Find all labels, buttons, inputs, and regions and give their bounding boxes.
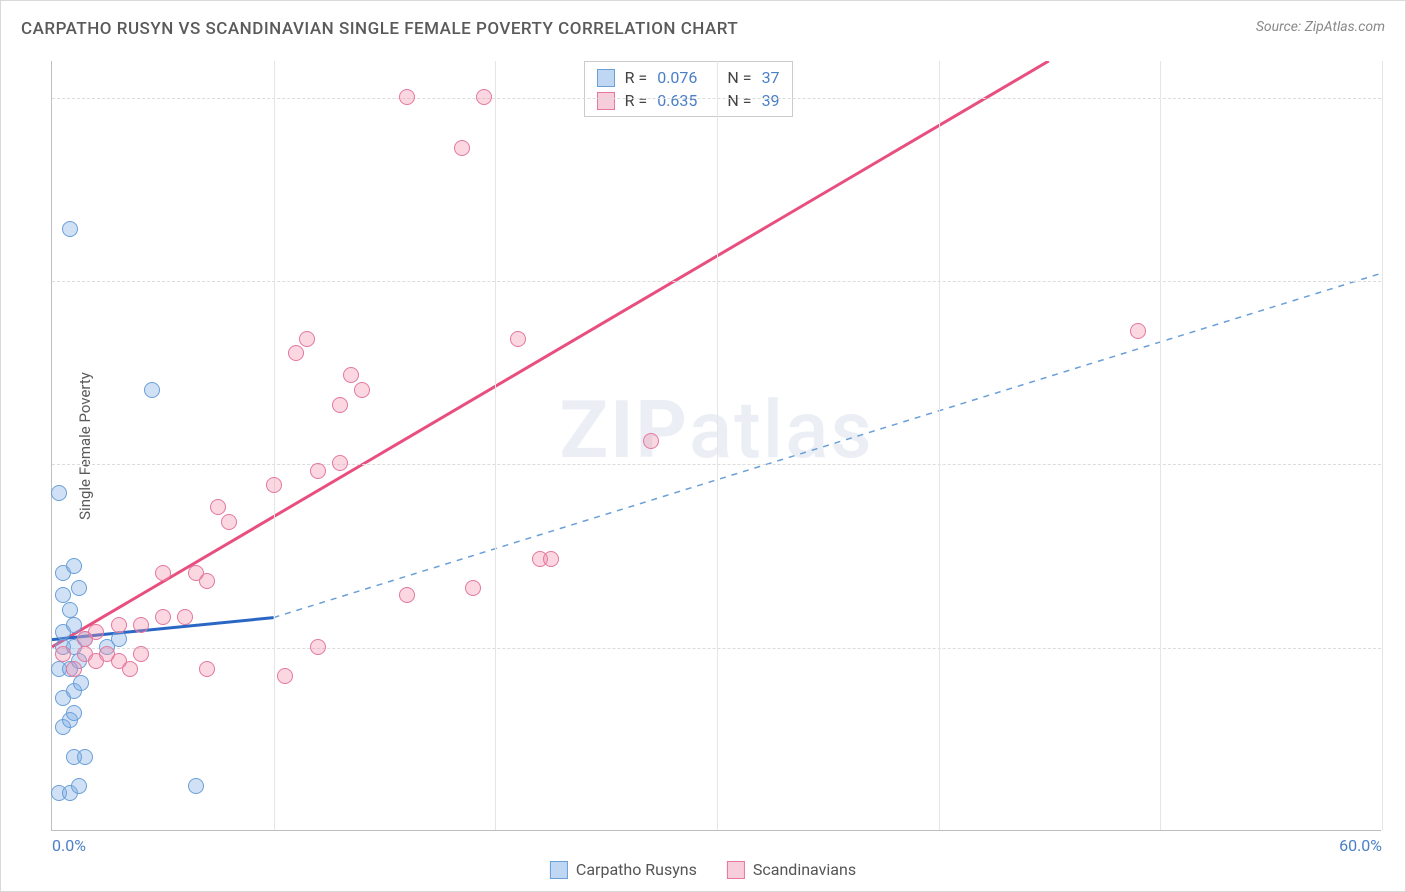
gridline-v [495,61,496,830]
gridline-v [717,61,718,830]
data-point [62,221,78,237]
data-point [111,617,127,633]
data-point [155,609,171,625]
gridline-v [274,61,275,830]
data-point [510,331,526,347]
data-point [543,551,559,567]
data-point [155,565,171,581]
data-point [177,609,193,625]
data-point [310,463,326,479]
data-point [62,602,78,618]
data-point [299,331,315,347]
data-point [454,140,470,156]
data-point [1130,323,1146,339]
x-tick-label: 0.0% [52,836,86,855]
data-point [111,631,127,647]
data-point [73,675,89,691]
stats-row-series1: R = 0.076 N = 37 [597,66,780,89]
data-point [133,646,149,662]
data-point [88,624,104,640]
correlation-stats-box: R = 0.076 N = 37 R = 0.635 N = 39 [584,61,793,117]
legend-item-series1: Carpatho Rusyns [550,860,697,879]
data-point [343,367,359,383]
data-point [288,345,304,361]
x-tick-label: 60.0% [1339,836,1382,855]
data-point [476,89,492,105]
legend-swatch-series2 [727,861,745,879]
data-point [399,89,415,105]
data-point [66,617,82,633]
data-point [71,778,87,794]
gridline-v [939,61,940,830]
data-point [221,514,237,530]
data-point [354,382,370,398]
y-tick-label: 100.0% [1391,88,1406,107]
data-point [71,580,87,596]
y-tick-label: 75.0% [1391,272,1406,291]
data-point [77,749,93,765]
data-point [51,485,67,501]
data-point [266,477,282,493]
bottom-legend: Carpatho Rusyns Scandinavians [550,860,856,879]
stats-row-series2: R = 0.635 N = 39 [597,89,780,112]
data-point [122,661,138,677]
data-point [55,646,71,662]
data-point [277,668,293,684]
gridline-v [1382,61,1383,830]
gridline-v [1160,61,1161,830]
data-point [465,580,481,596]
data-point [144,382,160,398]
swatch-series1 [597,69,615,87]
data-point [55,587,71,603]
source-attribution: Source: ZipAtlas.com [1256,19,1385,35]
y-tick-label: 25.0% [1391,638,1406,657]
plot-area: ZIPatlas R = 0.076 N = 37 R = 0.635 N = … [51,61,1381,831]
data-point [188,778,204,794]
data-point [199,661,215,677]
data-point [332,397,348,413]
data-point [399,587,415,603]
data-point [66,558,82,574]
chart-title: CARPATHO RUSYN VS SCANDINAVIAN SINGLE FE… [21,19,738,39]
chart-container: CARPATHO RUSYN VS SCANDINAVIAN SINGLE FE… [0,0,1406,892]
data-point [133,617,149,633]
data-point [310,639,326,655]
data-point [643,433,659,449]
y-tick-label: 50.0% [1391,455,1406,474]
swatch-series2 [597,92,615,110]
data-point [66,705,82,721]
data-point [332,455,348,471]
legend-item-series2: Scandinavians [727,860,856,879]
data-point [66,661,82,677]
data-point [188,565,204,581]
legend-swatch-series1 [550,861,568,879]
data-point [210,499,226,515]
